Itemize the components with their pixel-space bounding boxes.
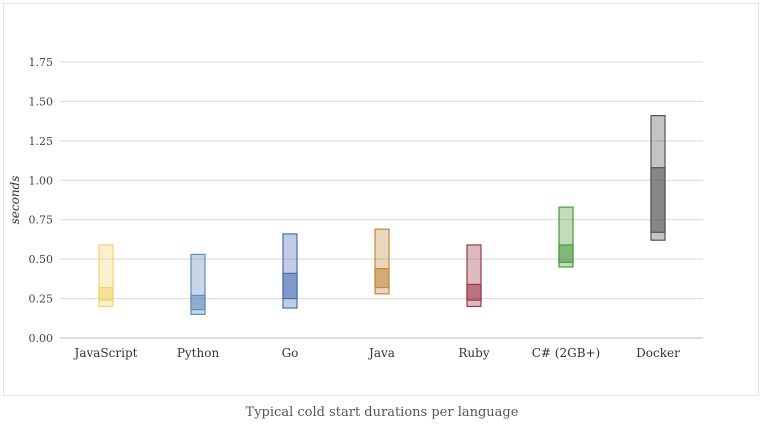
box-python (190, 253, 206, 315)
quartile-box (374, 268, 390, 289)
y-tick-label: 0.00 (29, 332, 54, 345)
y-axis-label: seconds (8, 176, 22, 225)
x-tick-label: Ruby (458, 346, 489, 360)
quartile-box (190, 294, 206, 311)
box-java (374, 228, 390, 295)
box-ruby (466, 244, 482, 308)
cold-start-chart: 0.00 0.25 0.50 0.75 1.00 1.25 1.50 1.75 JavaScr… (8, 56, 703, 360)
y-tick-label: 1.50 (29, 95, 54, 108)
y-tick-label: 1.00 (29, 174, 54, 187)
x-tick-label: Docker (636, 346, 680, 360)
box-c-2gb (558, 206, 574, 268)
y-tick-label: 0.50 (29, 253, 54, 266)
quartile-box (282, 272, 298, 300)
chart-caption: Typical cold start durations per languag… (245, 405, 519, 420)
quartile-box (558, 244, 574, 263)
y-tick-label: 1.75 (29, 56, 54, 69)
y-tick-label: 0.75 (29, 214, 54, 227)
quartile-box (650, 167, 666, 233)
y-tick-label: 1.25 (29, 135, 54, 148)
y-tick-label: 0.25 (29, 293, 54, 306)
box-javascript (98, 244, 114, 308)
chart-frame (3, 3, 759, 396)
x-tick-labels: JavaScript Python Go Java Ruby C# (2GB+) Docke… (73, 346, 681, 360)
quartile-box (98, 286, 114, 301)
x-tick-label: Java (367, 346, 395, 360)
x-tick-label: C# (2GB+) (532, 346, 601, 360)
x-tick-label: JavaScript (73, 346, 138, 360)
y-tick-labels: 0.00 0.25 0.50 0.75 1.00 1.25 1.50 1.75 (29, 56, 54, 345)
x-tick-label: Go (282, 346, 299, 360)
box-go (282, 233, 298, 309)
box-docker (650, 115, 666, 241)
grid-lines (60, 61, 703, 339)
x-tick-label: Python (177, 346, 220, 360)
boxes (98, 115, 666, 315)
quartile-box (466, 283, 482, 301)
